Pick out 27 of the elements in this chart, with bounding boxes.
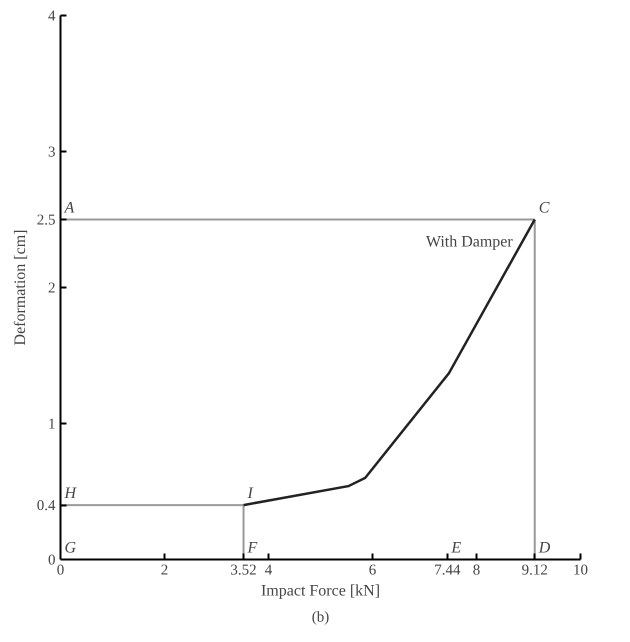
x-tick-label: 10	[573, 562, 588, 578]
annotation: H	[64, 485, 78, 502]
y-tick-label: 3	[48, 144, 56, 160]
x-tick-label: 6	[368, 562, 377, 578]
x-axis-title: Impact Force [kN]	[260, 582, 380, 600]
annotation: D	[538, 540, 551, 556]
y-tick-label: 0.4	[36, 498, 56, 514]
y-tick-label: 0	[48, 552, 56, 568]
annotation: F	[246, 540, 258, 556]
x-tick-label: 2	[160, 562, 168, 578]
y-axis-title: Deformation [cm]	[12, 230, 29, 346]
annotation: I	[246, 485, 254, 502]
y-tick-label: 4	[48, 8, 56, 24]
annotation: E	[450, 540, 462, 556]
text: (b)	[312, 610, 330, 626]
x-tick-label: 4	[264, 562, 273, 578]
annotation: A	[64, 200, 74, 216]
series-label: With Damper	[426, 234, 514, 250]
annotation: C	[538, 200, 550, 216]
x-tick-label: 8	[472, 562, 480, 578]
y-tick-label: 2.5	[36, 212, 56, 228]
x-tick-label: 9.12	[522, 562, 548, 578]
y-tick-label: 1	[48, 416, 56, 432]
y-tick-label: 2	[48, 280, 56, 296]
x-tick-label: 3.52	[230, 562, 257, 578]
annotation: G	[64, 540, 76, 556]
x-tick-label: 7.44	[434, 562, 462, 578]
